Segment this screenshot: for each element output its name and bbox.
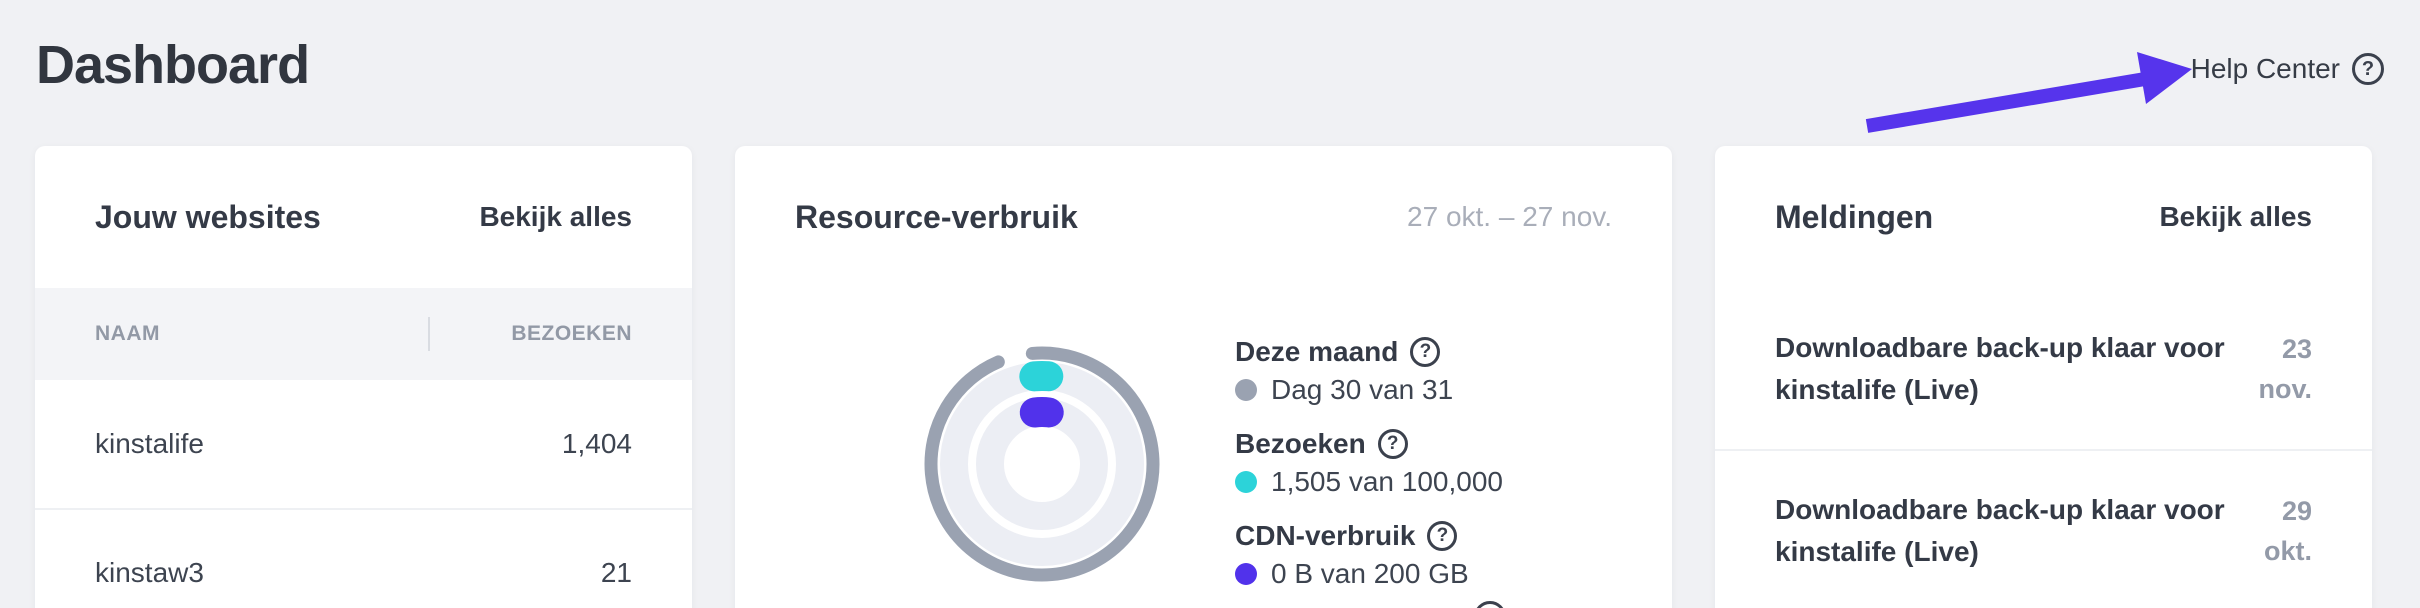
websites-card-title: Jouw websites	[95, 198, 321, 235]
legend-value: 0 B van 200 GB	[1271, 558, 1469, 589]
legend-label: Bezoeken	[1235, 428, 1366, 459]
list-item[interactable]: Downloadbare back-up klaar voor kinstali…	[1715, 288, 2372, 449]
annotation-arrow	[1865, 52, 2192, 133]
websites-card-header: Jouw websites Bekijk alles	[35, 146, 692, 288]
date-range: 27 okt. – 27 nov.	[1407, 201, 1612, 232]
notification-date: 23 nov.	[2258, 333, 2313, 404]
page-title: Dashboard	[36, 35, 310, 95]
column-header-name: NAAM	[95, 322, 160, 345]
legend-value: 1,505 van 100,000	[1271, 466, 1503, 497]
donut-arc-cdn	[975, 397, 1109, 531]
resource-card-header: Resource-verbruik 27 okt. – 27 nov.	[735, 146, 1672, 288]
donut-arc-visits	[939, 361, 1145, 567]
table-row[interactable]: kinstalife 1,404	[35, 380, 692, 508]
site-name: kinstaw3	[95, 557, 204, 588]
column-header-visits: BEZOEKEN	[511, 322, 632, 345]
notifications-card-title: Meldingen	[1775, 198, 1934, 235]
resource-usage-card: Resource-verbruik 27 okt. – 27 nov. Deze…	[735, 146, 1672, 608]
websites-table-header: NAAM BEZOEKEN	[35, 288, 692, 380]
notifications-card: Meldingen Bekijk alles Downloadbare back…	[1715, 146, 2372, 608]
websites-card: Jouw websites Bekijk alles NAAM BEZOEKEN…	[35, 146, 692, 608]
annotation-arrow-head	[2137, 52, 2192, 104]
annotation-arrow-line	[1865, 72, 2147, 133]
site-name: kinstalife	[95, 428, 204, 459]
resource-donut-chart	[924, 346, 1160, 582]
notification-date: 29 okt.	[2263, 495, 2312, 566]
legend-item-visits: Bezoeken ? 1,505 van 100,000	[1235, 426, 1503, 500]
table-row[interactable]: kinstaw3 21	[35, 508, 692, 608]
notification-text: Downloadbare back-up klaar voor kinstali…	[1775, 493, 2225, 567]
help-question-icon[interactable]: ?	[1427, 521, 1458, 551]
websites-view-all-link[interactable]: Bekijk alles	[479, 201, 632, 232]
site-visits: 1,404	[561, 428, 632, 459]
notifications-view-all-link[interactable]: Bekijk alles	[2159, 201, 2312, 232]
teal-dot-icon	[1235, 471, 1257, 493]
notifications-card-header: Meldingen Bekijk alles	[1715, 146, 2372, 288]
help-question-icon[interactable]: ?	[1377, 429, 1408, 459]
donut-ring-days	[924, 346, 1160, 582]
resource-card-title: Resource-verbruik	[795, 198, 1078, 235]
legend-value: Dag 30 van 31	[1271, 374, 1454, 405]
column-divider	[428, 317, 430, 351]
resource-legend: Deze maand ? Dag 30 van 31 Bezoeken ? 1,…	[1235, 334, 1503, 608]
legend-label: CDN-verbruik	[1235, 520, 1416, 551]
gray-dot-icon	[1235, 379, 1257, 401]
help-center-label: Help Center	[2190, 53, 2340, 84]
site-visits: 21	[600, 557, 632, 588]
help-question-icon[interactable]: ?	[1410, 337, 1441, 367]
legend-label: Deze maand	[1235, 336, 1399, 367]
help-question-icon: ?	[2352, 53, 2384, 85]
legend-item-month: Deze maand ? Dag 30 van 31	[1235, 334, 1503, 408]
purple-dot-icon	[1235, 563, 1257, 585]
donut-track-cdn	[976, 398, 1108, 530]
notification-text: Downloadbare back-up klaar voor kinstali…	[1775, 331, 2225, 405]
help-center-link[interactable]: Help Center ?	[2191, 50, 2384, 88]
list-item[interactable]: Downloadbare back-up klaar voor kinstali…	[1715, 449, 2372, 608]
legend-item-cdn: CDN-verbruik ? 0 B van 200 GB	[1235, 518, 1503, 592]
